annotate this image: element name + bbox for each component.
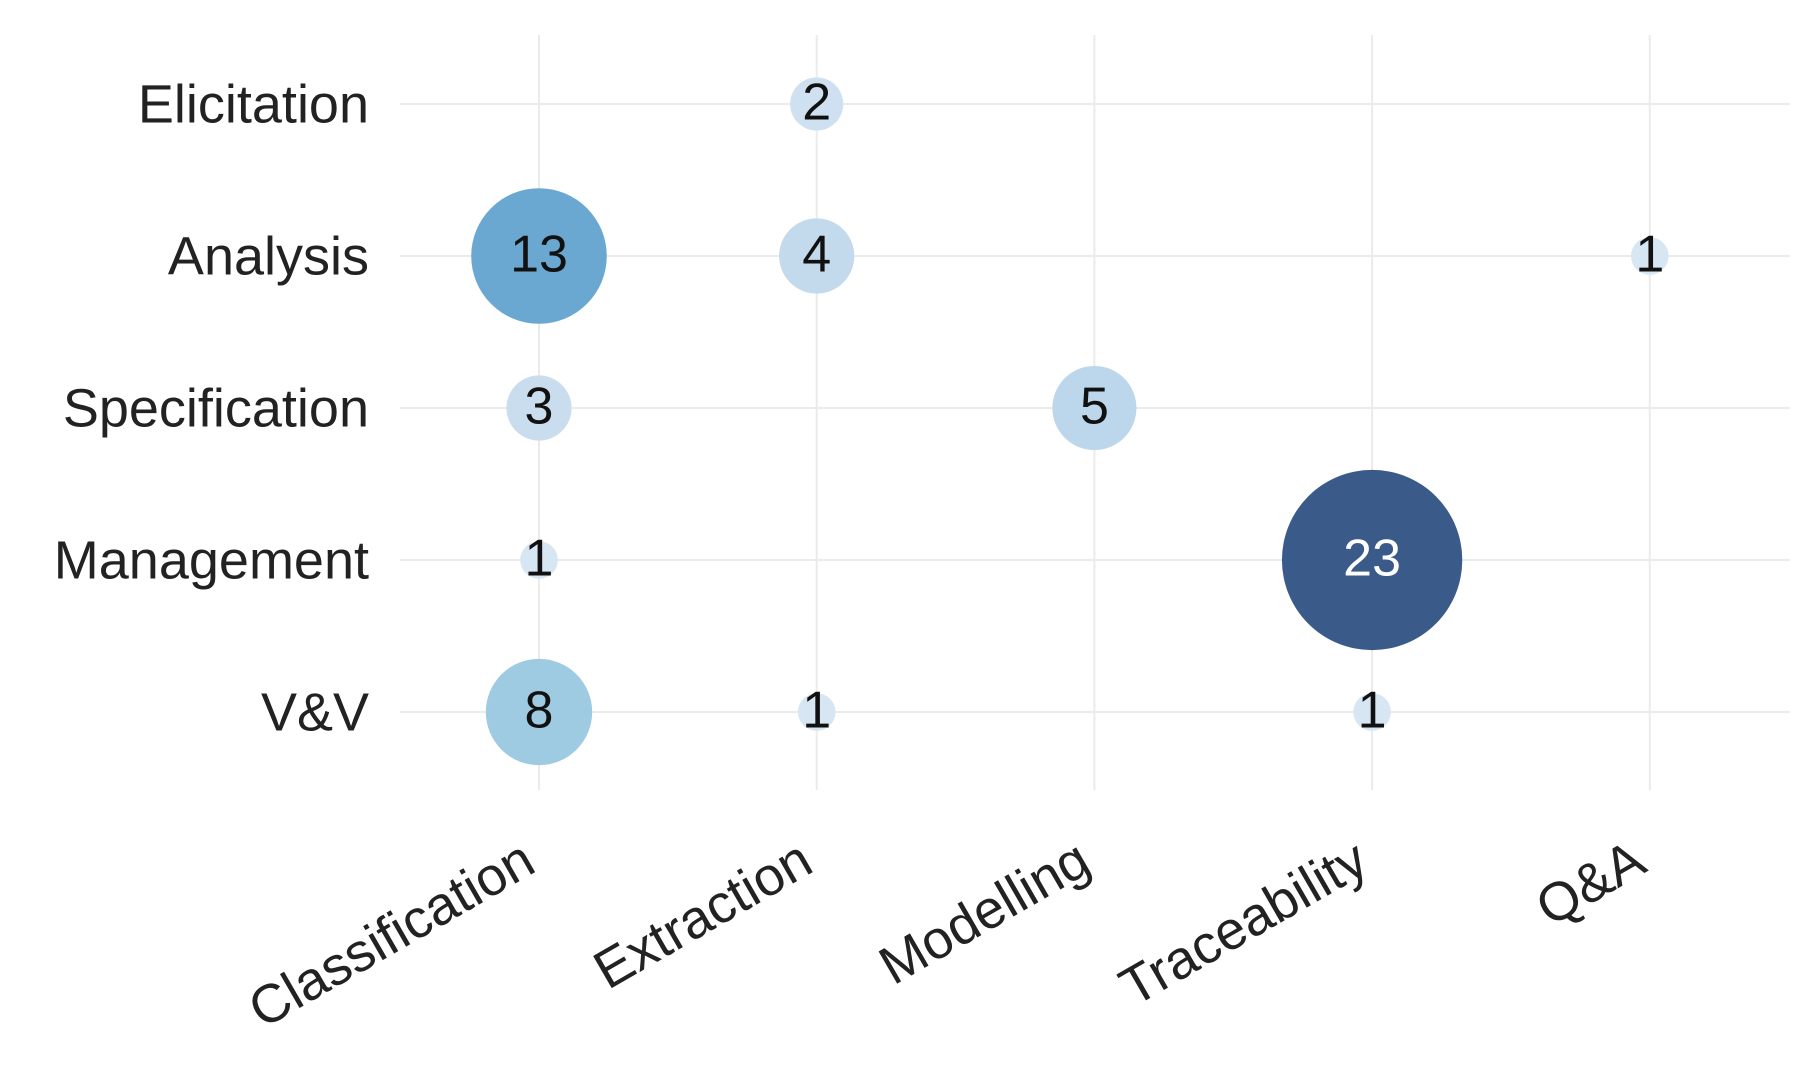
y-tick-label: Specification: [63, 378, 369, 438]
value-label: 5: [1080, 378, 1109, 436]
x-tick-label: Classification: [239, 829, 545, 1040]
bubble: [1631, 237, 1669, 275]
y-tick-label: Elicitation: [138, 74, 369, 134]
bubble: [797, 693, 836, 731]
value-label: 13: [510, 226, 568, 284]
bubble: [1281, 469, 1463, 651]
x-tick-label: Traceability: [1110, 829, 1377, 1018]
value-label: 1: [1358, 682, 1387, 740]
bubble: [506, 375, 572, 441]
value-label: 23: [1343, 530, 1401, 588]
bubble: [1353, 693, 1391, 731]
x-tick-label: Q&A: [1526, 829, 1655, 938]
value-label: 2: [802, 74, 831, 132]
bubble: [1052, 365, 1137, 451]
value-label: 4: [802, 226, 831, 284]
y-tick-label: Management: [54, 530, 369, 590]
y-tick-label: Analysis: [168, 226, 369, 286]
bubble: [790, 77, 844, 131]
value-label: 8: [525, 682, 554, 740]
bubble: [485, 658, 593, 766]
value-label: 1: [525, 530, 554, 588]
bubble: [779, 218, 855, 294]
value-label: 1: [1635, 226, 1664, 284]
y-tick-label: V&V: [261, 682, 369, 742]
value-label: 1: [802, 682, 831, 740]
x-tick-label: Modelling: [869, 829, 1099, 997]
x-tick-label: Extraction: [584, 829, 822, 1001]
bubble: [520, 541, 558, 579]
bubble: [471, 188, 607, 324]
value-label: 3: [525, 378, 554, 436]
